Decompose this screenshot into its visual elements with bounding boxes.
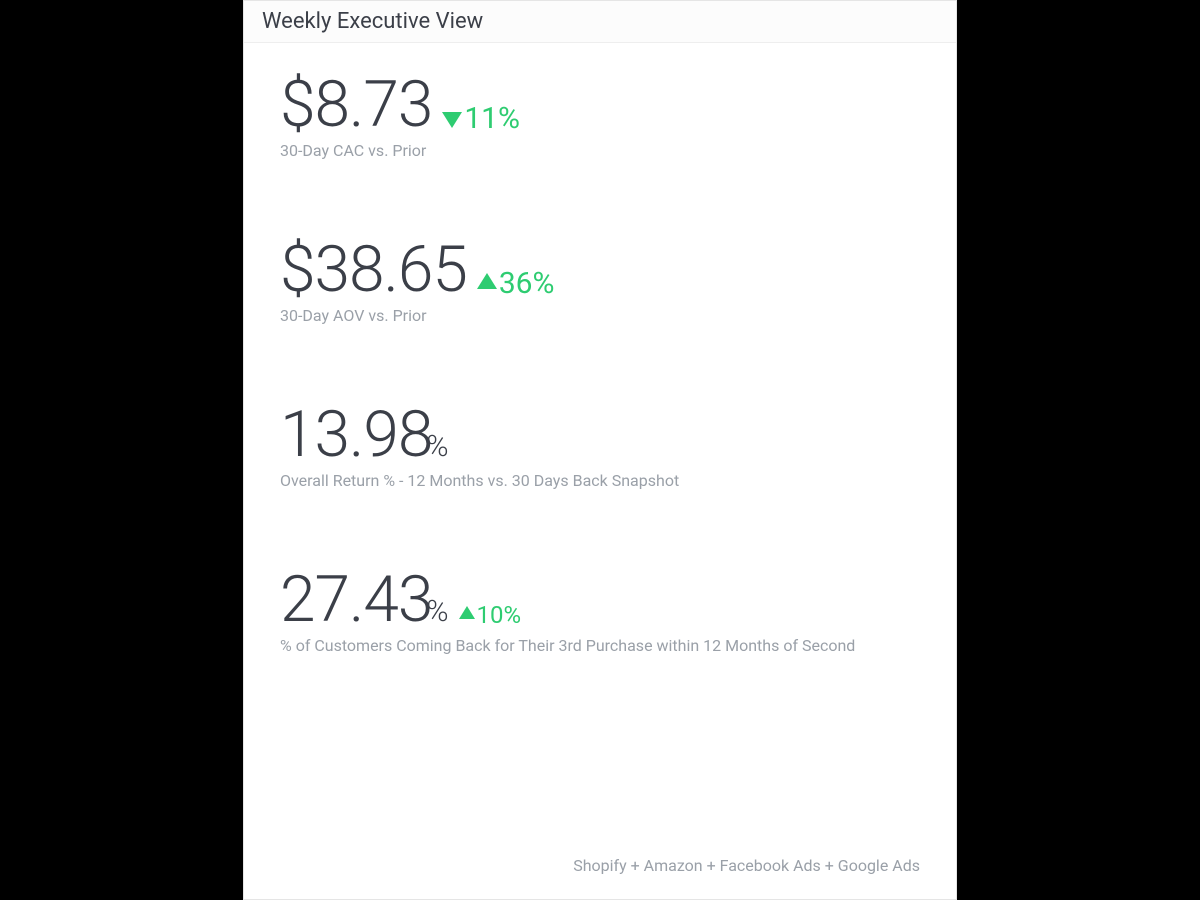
metric-label: 30-Day CAC vs. Prior xyxy=(280,141,920,160)
metric-value: $8.73 xyxy=(280,73,432,137)
metric-label: % of Customers Coming Back for Their 3rd… xyxy=(280,636,920,655)
arrow-up-icon xyxy=(477,273,497,289)
metric-return-rate: 13.98% Overall Return % - 12 Months vs. … xyxy=(280,403,920,490)
metric-value: 13.98 xyxy=(280,397,432,472)
metric-repeat-customers: 27.43% 10% % of Customers Coming Back fo… xyxy=(280,568,920,655)
metric-label: Overall Return % - 12 Months vs. 30 Days… xyxy=(280,471,920,490)
data-sources-footer: Shopify + Amazon + Facebook Ads + Google… xyxy=(280,856,920,889)
metric-value: $38.65 xyxy=(280,238,467,302)
trend-indicator: 11% xyxy=(442,101,520,136)
metric-row: $38.65 36% xyxy=(280,238,920,302)
arrow-down-icon xyxy=(442,112,462,128)
trend-indicator: 10% xyxy=(459,601,522,629)
metric-row: $8.73 11% xyxy=(280,73,920,137)
panel-header: Weekly Executive View xyxy=(244,1,956,43)
metric-unit: % xyxy=(426,429,448,464)
metric-row: 13.98% xyxy=(280,403,920,467)
metric-value-wrap: 27.43% xyxy=(280,568,449,632)
metric-cac: $8.73 11% 30-Day CAC vs. Prior xyxy=(280,73,920,160)
metric-value: 27.43 xyxy=(280,562,432,637)
panel-body: $8.73 11% 30-Day CAC vs. Prior $38.65 36… xyxy=(244,43,956,899)
metric-aov: $38.65 36% 30-Day AOV vs. Prior xyxy=(280,238,920,325)
dashboard-panel: Weekly Executive View $8.73 11% 30-Day C… xyxy=(243,0,957,900)
metric-label: 30-Day AOV vs. Prior xyxy=(280,306,920,325)
metric-value-wrap: 13.98% xyxy=(280,403,449,467)
metric-unit: % xyxy=(426,594,448,629)
trend-value: 36% xyxy=(499,266,555,301)
metric-row: 27.43% 10% xyxy=(280,568,920,632)
trend-value: 11% xyxy=(464,101,520,136)
panel-title: Weekly Executive View xyxy=(262,9,938,34)
trend-value: 10% xyxy=(477,601,522,629)
trend-indicator: 36% xyxy=(477,266,555,301)
arrow-up-icon xyxy=(459,606,475,619)
